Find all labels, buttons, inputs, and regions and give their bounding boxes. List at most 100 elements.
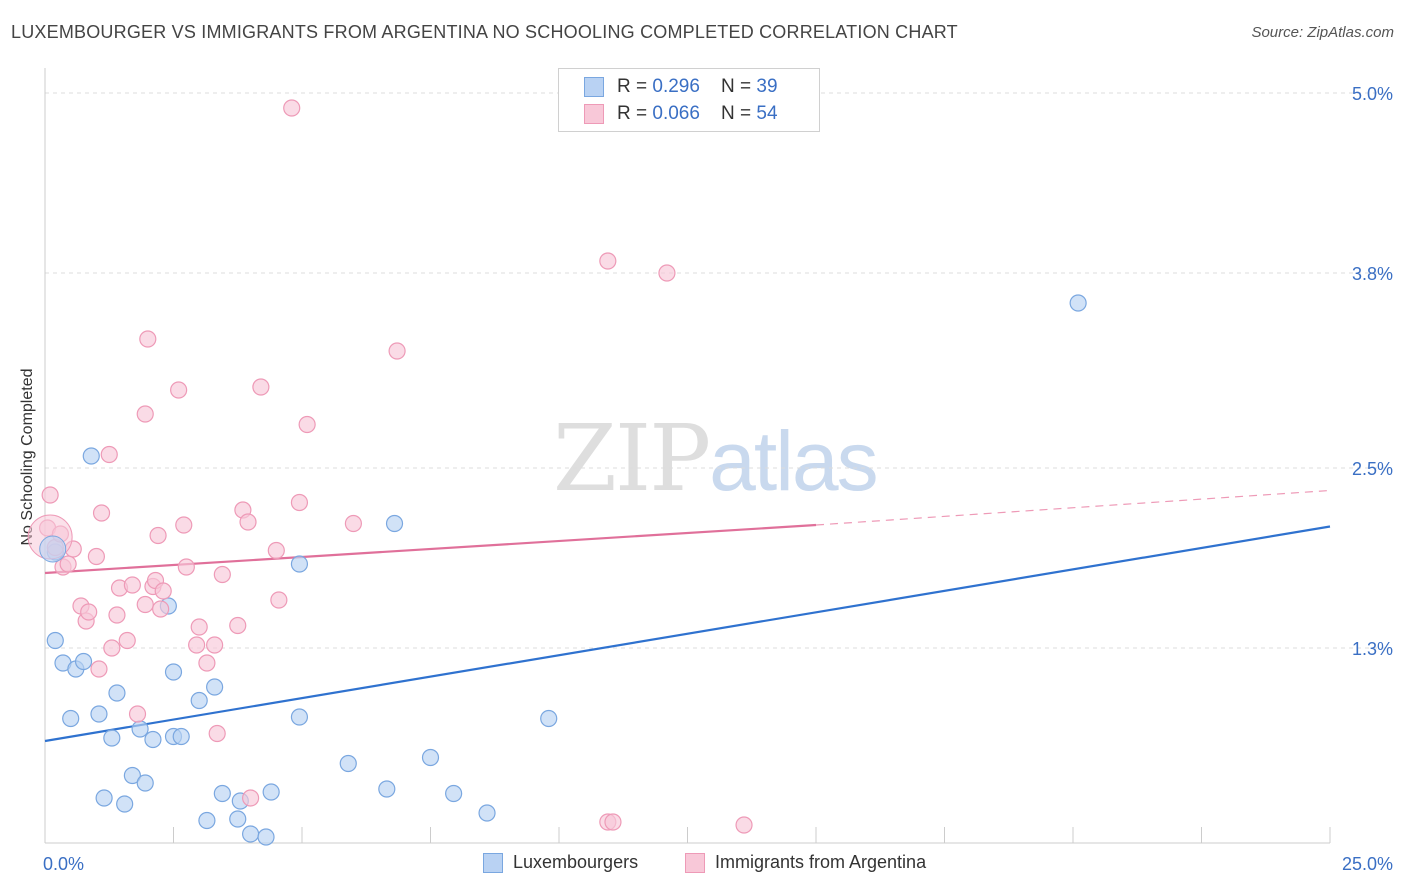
point-argentina	[735, 816, 753, 834]
point-argentina	[170, 381, 188, 399]
point-argentina	[87, 547, 106, 566]
point-luxembourgers	[242, 825, 260, 843]
point-argentina	[80, 603, 98, 621]
point-argentina	[92, 504, 111, 522]
point-argentina	[239, 513, 257, 531]
trend-line-argentina	[44, 523, 817, 575]
point-luxembourgers	[206, 678, 224, 696]
point-argentina	[118, 631, 136, 650]
point-luxembourgers	[172, 727, 190, 746]
point-argentina	[270, 591, 288, 609]
x-tick-label: 0.0%	[43, 854, 84, 874]
legend-item-luxembourgers[interactable]: Luxembourgers	[483, 852, 638, 873]
watermark-atlas: atlas	[709, 414, 878, 508]
point-luxembourgers	[46, 631, 64, 650]
legend-swatch-argentina	[584, 104, 604, 124]
point-luxembourgers	[213, 784, 231, 803]
legend-swatch-luxembourgers	[483, 852, 503, 873]
legend-label-luxembourgers: Luxembourgers	[513, 852, 639, 872]
tick-labels: 1.3% 2.5% 3.8% 5.0% 0.0% 25.0%	[43, 84, 1393, 874]
watermark-zip: ZIP	[553, 405, 711, 512]
point-luxembourgers-cluster	[39, 535, 67, 563]
source-label: Source: ZipAtlas.com	[1251, 24, 1394, 41]
point-argentina	[100, 445, 118, 464]
legend-n-value: 39	[756, 76, 778, 97]
watermark: ZIPatlas	[553, 405, 879, 512]
y-tick-label: 5.0%	[1352, 84, 1393, 104]
point-luxembourgers	[445, 784, 463, 803]
point-argentina	[190, 618, 208, 636]
point-argentina	[136, 405, 154, 423]
trend-line-luxembourgers	[44, 525, 1331, 743]
point-luxembourgers	[421, 748, 440, 767]
point-luxembourgers	[1069, 294, 1087, 312]
point-luxembourgers	[95, 789, 113, 807]
legend-swatch-luxembourgers	[584, 77, 604, 97]
point-luxembourgers	[82, 447, 100, 465]
point-argentina	[103, 639, 121, 657]
legend-r-value: 0.296	[652, 76, 700, 97]
point-luxembourgers	[62, 709, 80, 728]
point-luxembourgers	[257, 828, 275, 846]
point-luxembourgers	[290, 708, 309, 726]
point-argentina	[604, 813, 622, 831]
point-luxembourgers	[103, 729, 121, 747]
data-points	[27, 99, 1087, 846]
point-argentina	[59, 555, 77, 573]
point-argentina	[208, 724, 226, 743]
point-luxembourgers	[339, 754, 357, 773]
point-argentina	[41, 486, 59, 504]
legend-label-argentina: Immigrants from Argentina	[715, 852, 927, 872]
point-luxembourgers	[290, 555, 309, 573]
legend-row-argentina: R = 0.066 N = 54	[584, 101, 778, 127]
point-argentina	[149, 526, 167, 545]
point-luxembourgers	[378, 780, 396, 798]
point-argentina	[123, 576, 141, 594]
point-argentina	[188, 636, 206, 654]
chart-title: LUXEMBOURGER VS IMMIGRANTS FROM ARGENTIN…	[11, 22, 958, 42]
grid-lines	[45, 92, 1390, 649]
legend-row-luxembourgers: R = 0.296 N = 39	[584, 74, 778, 100]
point-argentina	[128, 705, 147, 723]
point-argentina	[658, 264, 676, 282]
y-tick-label: 3.8%	[1352, 264, 1393, 284]
point-argentina	[198, 654, 216, 672]
point-argentina	[213, 565, 231, 584]
point-luxembourgers	[540, 709, 558, 728]
trend-line-argentina-extension	[815, 489, 1331, 526]
bottom-legend: Luxembourgers Immigrants from Argentina	[0, 852, 1406, 878]
legend-n-label: N =	[721, 103, 757, 124]
point-luxembourgers	[131, 720, 149, 738]
point-argentina	[242, 789, 260, 807]
point-argentina	[177, 558, 195, 576]
point-argentina	[252, 378, 270, 396]
legend-n-label: N =	[721, 76, 757, 97]
point-luxembourgers	[229, 810, 247, 828]
legend-r-value: 0.066	[652, 103, 700, 124]
point-argentina	[388, 342, 406, 360]
point-argentina	[108, 606, 126, 624]
legend-r-label: R =	[617, 103, 653, 124]
point-luxembourgers	[190, 691, 208, 710]
point-argentina	[152, 600, 170, 618]
point-luxembourgers	[198, 811, 216, 830]
point-luxembourgers	[123, 766, 141, 785]
point-luxembourgers	[478, 804, 496, 822]
point-luxembourgers	[262, 783, 280, 801]
point-luxembourgers	[144, 730, 162, 749]
point-luxembourgers	[74, 652, 93, 671]
point-luxembourgers	[136, 774, 154, 792]
point-argentina	[267, 541, 285, 560]
point-luxembourgers	[385, 514, 404, 533]
point-argentina	[298, 415, 316, 434]
legend-item-argentina[interactable]: Immigrants from Argentina	[685, 852, 926, 873]
point-luxembourgers	[116, 795, 134, 813]
point-argentina	[599, 252, 617, 270]
point-argentina	[290, 493, 309, 512]
point-luxembourgers	[164, 663, 183, 681]
y-tick-label: 1.3%	[1352, 639, 1393, 659]
point-argentina	[154, 582, 172, 600]
axes	[44, 68, 1331, 844]
legend-swatch-argentina	[685, 852, 705, 873]
